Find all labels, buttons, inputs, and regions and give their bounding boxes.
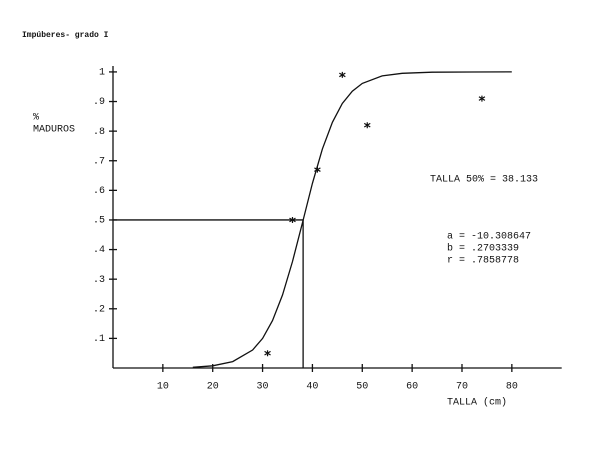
- y-tick-label: .6: [93, 186, 105, 197]
- x-tick-label: 50: [356, 382, 368, 393]
- data-point: [363, 122, 371, 129]
- data-point: [339, 71, 346, 78]
- y-tick-label: .7: [93, 156, 105, 167]
- x-tick-label: 20: [207, 382, 219, 393]
- y-axis-label: MADUROS: [33, 125, 75, 136]
- y-tick-label: .9: [93, 97, 105, 108]
- x-tick-label: 70: [456, 382, 468, 393]
- y-tick-label: .1: [93, 334, 105, 345]
- annotation: a = -10.308647: [447, 232, 531, 243]
- x-tick-label: 60: [406, 382, 418, 393]
- x-tick-label: 80: [506, 382, 518, 393]
- y-tick-label: .8: [93, 127, 105, 138]
- annotation: b = .2703339: [447, 243, 519, 255]
- data-point: [264, 350, 271, 357]
- y-tick-label: .3: [93, 275, 105, 286]
- data-point: [478, 95, 486, 102]
- x-tick-label: 10: [157, 382, 169, 393]
- x-tick-label: 30: [257, 382, 269, 393]
- chart-title: Impúberes- grado I: [22, 31, 109, 40]
- x-tick-label: 40: [306, 382, 318, 393]
- data-point: [314, 166, 321, 173]
- y-tick-label: 1: [99, 68, 105, 79]
- data-point: [289, 216, 296, 223]
- y-tick-label: .2: [93, 304, 105, 315]
- annotation: TALLA 50% = 38.133: [430, 175, 538, 186]
- annotation: r = .7858778: [447, 256, 519, 267]
- y-tick-label: .4: [93, 245, 105, 256]
- fitted-curve: [192, 71, 512, 368]
- x-axis-label: TALLA (cm): [447, 397, 507, 409]
- y-tick-label: .5: [93, 216, 105, 227]
- y-axis-label: %: [33, 113, 39, 124]
